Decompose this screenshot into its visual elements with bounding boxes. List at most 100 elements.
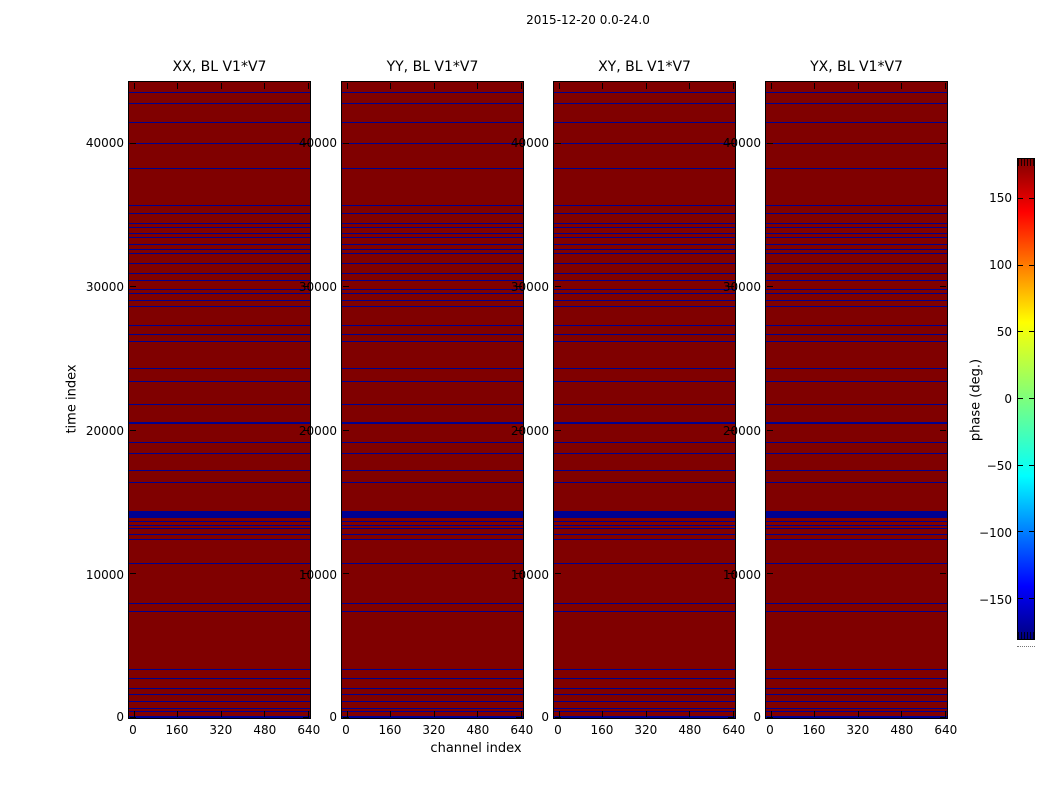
- heatmap-feature-row: [766, 716, 947, 718]
- x-tick-bottom: [177, 711, 179, 717]
- heatmap-feature-row: [766, 333, 947, 335]
- heatmap-feature-row: [342, 244, 523, 246]
- heatmap-feature-row: [129, 244, 310, 246]
- x-tick-label: 0: [342, 723, 350, 737]
- heatmap-feature-row: [554, 262, 735, 264]
- heatmap-feature-row: [554, 707, 735, 709]
- heatmap-feature-row: [766, 470, 947, 472]
- x-tick-label: 160: [802, 723, 826, 737]
- colorbar-tick-left: [1018, 464, 1023, 466]
- y-tick-label: 40000: [85, 135, 124, 150]
- heatmap-feature-row: [129, 453, 310, 455]
- heatmap-feature-row: [554, 121, 735, 123]
- heatmap-feature-row: [129, 232, 310, 234]
- colorbar-tick-right: [1029, 398, 1034, 399]
- heatmap-feature-row: [766, 306, 947, 308]
- heatmap-feature-row: [766, 539, 947, 541]
- heatmap-feature-row: [554, 280, 735, 282]
- y-tick-label: 30000: [722, 279, 761, 294]
- y-tick-label: 10000: [85, 567, 124, 582]
- colorbar-tick-label: 50: [996, 325, 1012, 340]
- heatmap-feature-row: [554, 368, 735, 370]
- x-tick-top: [814, 83, 816, 89]
- heatmap-feature-row: [766, 232, 947, 234]
- heatmap-feature-row: [342, 510, 523, 518]
- heatmap-feature-row: [129, 273, 310, 275]
- heatmap-feature-row: [342, 404, 523, 406]
- y-tick-label: 40000: [298, 135, 337, 150]
- x-tick-label: 640: [297, 723, 321, 737]
- colorbar-tick-right: [1029, 464, 1034, 466]
- heatmap-feature-row: [129, 237, 310, 239]
- heatmap-feature-row: [766, 293, 947, 295]
- heatmap-feature-row: [342, 707, 523, 709]
- y-tick-label: 0: [116, 710, 124, 725]
- x-tick-label: 160: [165, 723, 189, 737]
- x-tick-bottom: [307, 711, 309, 717]
- heatmap-feature-row: [766, 288, 947, 290]
- x-tick-label: 480: [678, 723, 702, 737]
- heatmap-feature-row: [766, 520, 947, 522]
- y-tick-label: 0: [753, 710, 761, 725]
- y-tick-right: [303, 142, 309, 144]
- heatmap-feature-row: [554, 422, 735, 425]
- x-tick-top: [558, 83, 560, 89]
- heatmap-feature-row: [129, 324, 310, 326]
- heatmap-feature-row: [766, 527, 947, 529]
- heatmap-feature-row: [554, 453, 735, 455]
- heatmap-feature-row: [766, 262, 947, 264]
- heatmap-feature-row: [129, 143, 310, 145]
- x-tick-bottom: [857, 711, 859, 717]
- heatmap-feature-row: [554, 470, 735, 472]
- heatmap-feature-row: [766, 324, 947, 326]
- heatmap-feature-row: [554, 520, 735, 522]
- y-tick-right: [303, 717, 309, 718]
- heatmap-feature-row: [342, 340, 523, 342]
- heatmap-feature-row: [766, 340, 947, 342]
- heatmap-feature-row: [554, 288, 735, 290]
- y-tick-label: 20000: [510, 423, 549, 438]
- heatmap-feature-row: [342, 212, 523, 214]
- heatmap-feature-row: [129, 611, 310, 613]
- x-tick-bottom: [770, 711, 772, 717]
- heatmap-feature-row: [766, 481, 947, 483]
- x-tick-label: 640: [934, 723, 958, 737]
- heatmap-feature-row: [342, 280, 523, 282]
- heatmap-feature-row: [766, 300, 947, 302]
- x-tick-bottom: [433, 711, 435, 717]
- y-tick-right: [303, 286, 309, 288]
- heatmap-feature-row: [342, 611, 523, 613]
- x-tick-bottom: [602, 711, 604, 717]
- heatmap-feature-row: [766, 693, 947, 695]
- heatmap-feature-row: [554, 91, 735, 93]
- x-tick-top: [732, 83, 734, 89]
- panel-title: XX, BL V1*V7: [172, 59, 267, 75]
- x-tick-bottom: [689, 711, 691, 717]
- heatmap-feature-row: [129, 602, 310, 604]
- x-tick-bottom: [732, 711, 734, 717]
- heatmap-feature-row: [554, 300, 735, 302]
- heatmap-feature-row: [554, 252, 735, 254]
- heatmap-panel-xy: XY, BL V1*V7 0 160 320 480 640 0 10000 20000 3000…: [511, 59, 745, 737]
- heatmap-feature-row: [129, 212, 310, 214]
- y-tick-label: 30000: [85, 279, 124, 294]
- heatmap-feature-row: [129, 539, 310, 541]
- heatmap-feature-row: [342, 333, 523, 335]
- heatmap-feature-row: [129, 288, 310, 290]
- heatmap-feature-row: [129, 470, 310, 472]
- heatmap-feature-row: [342, 226, 523, 228]
- heatmap-feature-row: [129, 333, 310, 335]
- colorbar-tick-label: −150: [979, 592, 1012, 607]
- colorbar-bottom-hatch: [1018, 632, 1034, 639]
- x-tick-label: 0: [554, 723, 562, 737]
- heatmap-feature-row: [129, 226, 310, 228]
- heatmap-feature-row: [129, 205, 310, 207]
- heatmap-feature-row: [129, 520, 310, 522]
- heatmap-feature-row: [554, 687, 735, 689]
- heatmap-feature-row: [766, 510, 947, 518]
- heatmap-feature-row: [129, 716, 310, 718]
- heatmap-feature-row: [129, 525, 310, 527]
- heatmap-feature-row: [554, 324, 735, 326]
- heatmap-feature-row: [766, 167, 947, 169]
- x-tick-top: [645, 83, 647, 89]
